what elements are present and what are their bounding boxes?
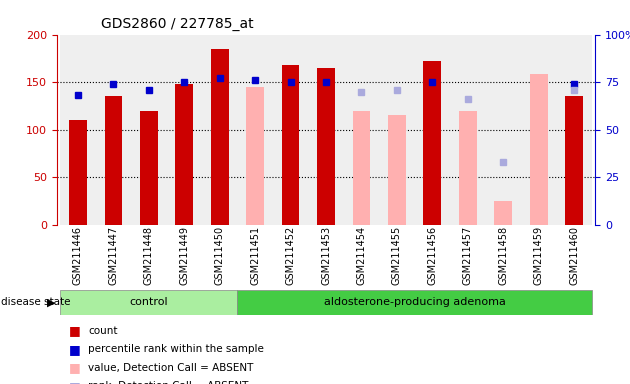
Bar xyxy=(131,35,166,225)
Bar xyxy=(211,49,229,225)
Bar xyxy=(105,96,122,225)
Bar xyxy=(60,290,238,315)
Text: ■: ■ xyxy=(69,380,81,384)
Bar xyxy=(344,35,379,225)
Text: ■: ■ xyxy=(69,343,81,356)
Text: ■: ■ xyxy=(69,361,81,374)
Bar xyxy=(495,201,512,225)
Bar xyxy=(246,87,264,225)
Text: rank, Detection Call = ABSENT: rank, Detection Call = ABSENT xyxy=(88,381,249,384)
Text: control: control xyxy=(130,297,168,308)
Bar xyxy=(317,68,335,225)
Text: ■: ■ xyxy=(69,324,81,338)
Text: value, Detection Call = ABSENT: value, Detection Call = ABSENT xyxy=(88,363,253,373)
Bar xyxy=(423,61,441,225)
Bar xyxy=(459,111,477,225)
Text: GDS2860 / 227785_at: GDS2860 / 227785_at xyxy=(101,17,253,31)
Bar xyxy=(273,35,308,225)
Text: percentile rank within the sample: percentile rank within the sample xyxy=(88,344,264,354)
Text: ▶: ▶ xyxy=(47,297,55,308)
Text: disease state: disease state xyxy=(1,297,70,308)
Bar xyxy=(238,35,273,225)
Bar xyxy=(450,35,486,225)
Bar xyxy=(388,115,406,225)
Bar xyxy=(238,290,592,315)
Bar xyxy=(521,35,556,225)
Bar xyxy=(565,96,583,225)
Bar xyxy=(202,35,238,225)
Bar xyxy=(415,35,450,225)
Bar xyxy=(282,65,299,225)
Text: aldosterone-producing adenoma: aldosterone-producing adenoma xyxy=(324,297,505,308)
Text: count: count xyxy=(88,326,118,336)
Bar xyxy=(140,111,158,225)
Bar xyxy=(486,35,521,225)
Bar xyxy=(96,35,131,225)
Bar xyxy=(379,35,415,225)
Bar xyxy=(69,120,87,225)
Bar xyxy=(308,35,344,225)
Bar xyxy=(60,35,96,225)
Bar xyxy=(530,74,547,225)
Bar xyxy=(353,111,370,225)
Bar xyxy=(556,35,592,225)
Bar xyxy=(175,84,193,225)
Bar xyxy=(166,35,202,225)
